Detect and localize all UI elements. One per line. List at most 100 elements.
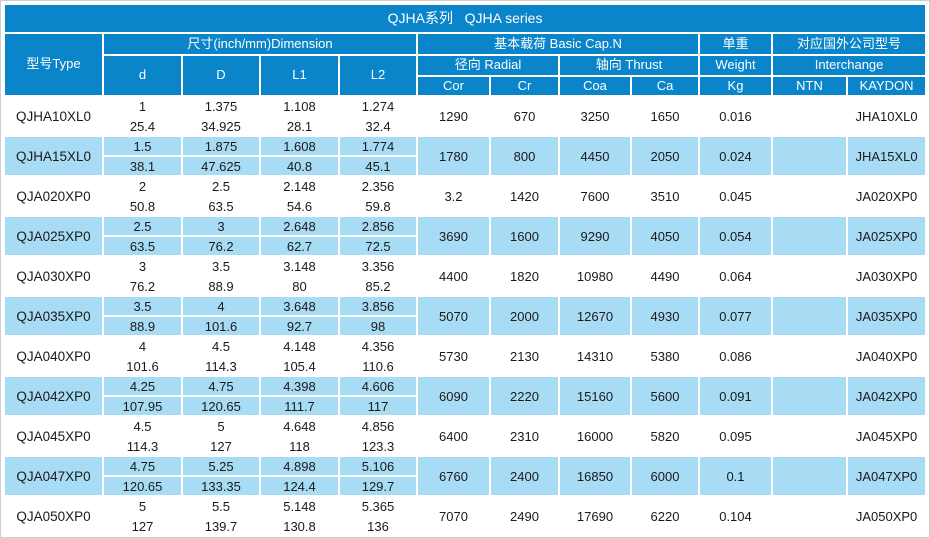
cell-cor: 3690: [418, 217, 489, 255]
cell-ca: 5380: [632, 337, 698, 375]
cell-d-mm: 120.65: [104, 477, 181, 495]
cell-kaydon: JA042XP0: [848, 377, 926, 415]
table-row: QJA045XP0 4.5 5 4.648 4.856 6400 2310 16000 5820…: [5, 417, 926, 455]
cell-L1-inch: 2.148: [261, 177, 338, 195]
cell-model: QJA020XP0: [5, 177, 102, 215]
cell-D-mm: 88.9: [183, 277, 259, 295]
header-weight-en: Weight: [700, 56, 771, 75]
cell-ca: 5600: [632, 377, 698, 415]
table-row-mm: 38.1 47.625 40.8 45.1: [5, 157, 925, 175]
table-row-mm: 114.3 127 118 123.3: [5, 437, 925, 455]
cell-L1-mm: 54.6: [261, 197, 338, 215]
product-spec-table: QJHA系列 QJHA series 型号Type 尺寸(inch/mm)Dim…: [3, 3, 927, 537]
cell-cor: 6090: [418, 377, 489, 415]
cell-L2-mm: 123.3: [340, 437, 416, 455]
cell-D-inch: 5.5: [183, 497, 259, 515]
cell-kaydon: JHA15XL0: [848, 137, 926, 175]
cell-kg: 0.091: [700, 377, 771, 415]
cell-L1-inch: 5.148: [261, 497, 338, 515]
cell-D-mm: 34.925: [183, 117, 259, 135]
cell-L1-inch: 4.898: [261, 457, 338, 475]
cell-L2-mm: 45.1: [340, 157, 416, 175]
table-row-mm: 88.9 101.6 92.7 98: [5, 317, 925, 335]
cell-d-mm: 114.3: [104, 437, 181, 455]
cell-kaydon: JA040XP0: [848, 337, 926, 375]
cell-cor: 3.2: [418, 177, 489, 215]
cell-coa: 9290: [560, 217, 630, 255]
table-row-mm: 101.6 114.3 105.4 110.6: [5, 357, 925, 375]
table-row: QJA035XP0 3.5 4 3.648 3.856 5070 2000 12670 4930…: [5, 297, 926, 335]
cell-coa: 10980: [560, 257, 630, 295]
cell-D-mm: 47.625: [183, 157, 259, 175]
cell-cr: 2400: [491, 457, 558, 495]
cell-D-mm: 101.6: [183, 317, 259, 335]
cell-cor: 4400: [418, 257, 489, 295]
cell-ntn: [773, 337, 846, 375]
table-row: QJA040XP0 4 4.5 4.148 4.356 5730 2130 14310 5380…: [5, 337, 926, 375]
cell-kaydon: JHA10XL0: [848, 97, 926, 135]
cell-model: QJA050XP0: [5, 497, 102, 535]
cell-kaydon: JA045XP0: [848, 417, 926, 455]
table-row-mm: 107.95 120.65 111.7 117: [5, 397, 925, 415]
cell-ntn: [773, 457, 846, 495]
cell-coa: 17690: [560, 497, 630, 535]
header-basic-cap: 基本载荷 Basic Cap.N: [418, 34, 698, 54]
table-row: QJHA15XL0 1.5 1.875 1.608 1.774 1780 800 4450 20…: [5, 137, 926, 175]
cell-L2-inch: 3.356: [340, 257, 416, 275]
cell-d-mm: 107.95: [104, 397, 181, 415]
cell-cr: 2220: [491, 377, 558, 415]
cell-ntn: [773, 497, 846, 535]
cell-cr: 1820: [491, 257, 558, 295]
cell-D-inch: 5.25: [183, 457, 259, 475]
cell-cor: 5070: [418, 297, 489, 335]
cell-cor: 1780: [418, 137, 489, 175]
cell-kg: 0.064: [700, 257, 771, 295]
cell-d-mm: 88.9: [104, 317, 181, 335]
cell-L1-mm: 40.8: [261, 157, 338, 175]
table-body: QJHA10XL0 1 1.375 1.108 1.274 1290 670 3250 1650…: [5, 97, 926, 535]
cell-L2-inch: 2.856: [340, 217, 416, 235]
cell-d-inch: 5: [104, 497, 181, 515]
header-L1: L1: [261, 56, 338, 95]
table-row-mm: 25.4 34.925 28.1 32.4: [5, 117, 925, 135]
table-row: QJA020XP0 2 2.5 2.148 2.356 3.2 1420 7600 3510 0.…: [5, 177, 926, 215]
table-row: QJHA10XL0 1 1.375 1.108 1.274 1290 670 3250 1650…: [5, 97, 926, 135]
cell-D-inch: 1.375: [183, 97, 259, 115]
cell-L2-inch: 1.774: [340, 137, 416, 155]
cell-cr: 800: [491, 137, 558, 175]
table-row-mm: 76.2 88.9 80 85.2: [5, 277, 925, 295]
cell-kg: 0.054: [700, 217, 771, 255]
cell-cor: 6760: [418, 457, 489, 495]
cell-model: QJA042XP0: [5, 377, 102, 415]
cell-L1-mm: 28.1: [261, 117, 338, 135]
cell-ca: 6000: [632, 457, 698, 495]
cell-model: QJA040XP0: [5, 337, 102, 375]
header-type: 型号Type: [5, 34, 102, 95]
table-header: QJHA系列 QJHA series 型号Type 尺寸(inch/mm)Dim…: [5, 5, 926, 95]
cell-kaydon: JA025XP0: [848, 217, 926, 255]
table-row: QJA047XP0 4.75 5.25 4.898 5.106 6760 2400 16850…: [5, 457, 926, 495]
cell-cr: 1420: [491, 177, 558, 215]
cell-L2-inch: 4.356: [340, 337, 416, 355]
cell-ntn: [773, 177, 846, 215]
header-interchange-cn: 对应国外公司型号: [773, 34, 926, 54]
cell-model: QJA047XP0: [5, 457, 102, 495]
cell-L1-mm: 118: [261, 437, 338, 455]
cell-L2-mm: 129.7: [340, 477, 416, 495]
cell-D-inch: 5: [183, 417, 259, 435]
cell-kg: 0.095: [700, 417, 771, 455]
header-row-units: Cor Cr Coa Ca Kg NTN KAYDON: [5, 77, 926, 95]
header-ntn: NTN: [773, 77, 846, 95]
header-coa: Coa: [560, 77, 630, 95]
cell-model: QJA030XP0: [5, 257, 102, 295]
cell-coa: 16850: [560, 457, 630, 495]
cell-coa: 12670: [560, 297, 630, 335]
cell-D-mm: 133.35: [183, 477, 259, 495]
cell-coa: 3250: [560, 97, 630, 135]
cell-ca: 1650: [632, 97, 698, 135]
cell-ntn: [773, 137, 846, 175]
cell-L1-inch: 3.148: [261, 257, 338, 275]
header-D: D: [183, 56, 259, 95]
cell-D-inch: 3: [183, 217, 259, 235]
